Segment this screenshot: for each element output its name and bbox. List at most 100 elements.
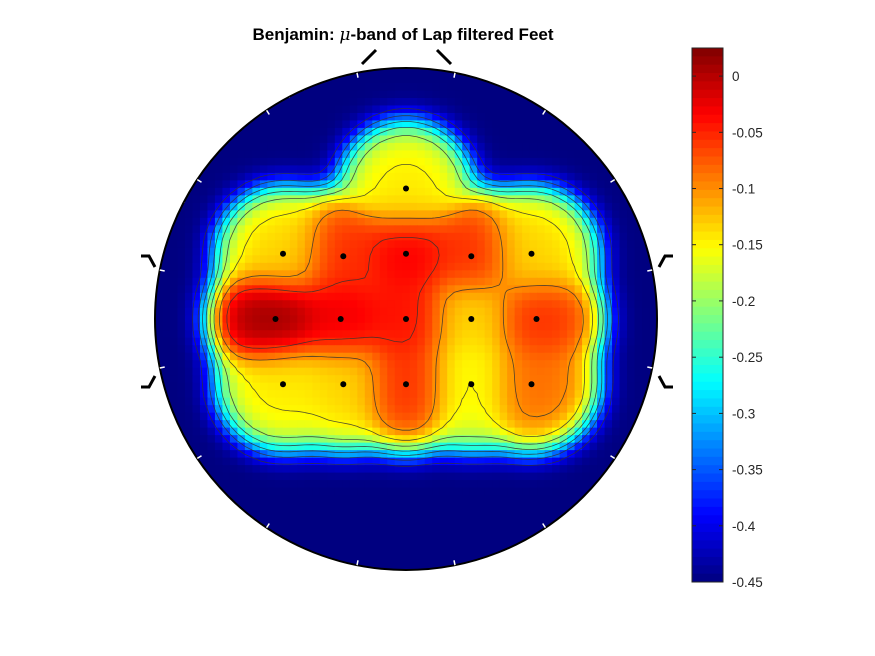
heatmap-cell xyxy=(589,427,598,436)
heatmap-cell xyxy=(492,405,501,414)
heatmap-cell xyxy=(372,210,381,219)
heatmap-cell xyxy=(334,247,343,256)
heatmap-cell xyxy=(499,495,508,504)
heatmap-cell xyxy=(544,472,553,481)
heatmap-cell xyxy=(507,165,516,174)
heatmap-cell xyxy=(417,322,426,331)
heatmap-cell xyxy=(274,517,283,526)
heatmap-cell xyxy=(304,270,313,279)
heatmap-cell xyxy=(289,427,298,436)
colorbar-swatch xyxy=(692,164,723,174)
heatmap-cell xyxy=(477,532,486,541)
heatmap-cell xyxy=(567,202,576,211)
heatmap-cell xyxy=(357,255,366,264)
heatmap-cell xyxy=(379,420,388,429)
heatmap-cell xyxy=(349,345,358,354)
heatmap-cell xyxy=(454,232,463,241)
heatmap-cell xyxy=(357,165,366,174)
heatmap-cell xyxy=(334,412,343,421)
heatmap-cell xyxy=(192,427,201,436)
heatmap-cell xyxy=(244,157,253,166)
heatmap-cell xyxy=(349,427,358,436)
heatmap-cell xyxy=(334,105,343,114)
heatmap-cell xyxy=(349,480,358,489)
heatmap-cell xyxy=(499,450,508,459)
heatmap-cell xyxy=(619,247,628,256)
heatmap-cell xyxy=(222,277,231,286)
heatmap-cell xyxy=(244,202,253,211)
heatmap-cell xyxy=(522,255,531,264)
heatmap-cell xyxy=(484,135,493,144)
heatmap-cell xyxy=(319,517,328,526)
heatmap-cell xyxy=(582,202,591,211)
heatmap-cell xyxy=(522,232,531,241)
heatmap-cell xyxy=(432,457,441,466)
heatmap-cell xyxy=(469,510,478,519)
heatmap-cell xyxy=(274,202,283,211)
heatmap-cell xyxy=(259,465,268,474)
heatmap-cell xyxy=(342,420,351,429)
heatmap-cell xyxy=(372,450,381,459)
heatmap-cell xyxy=(627,232,636,241)
heatmap-cell xyxy=(447,510,456,519)
heatmap-cell xyxy=(349,450,358,459)
heatmap-cell xyxy=(312,262,321,271)
heatmap-cell xyxy=(559,315,568,324)
heatmap-cell xyxy=(529,435,538,444)
heatmap-cell xyxy=(424,540,433,549)
heatmap-cell xyxy=(597,405,606,414)
heatmap-cell xyxy=(619,270,628,279)
heatmap-cell xyxy=(484,360,493,369)
heatmap-cell xyxy=(619,337,628,346)
heatmap-cell xyxy=(492,225,501,234)
heatmap-cell xyxy=(169,277,179,286)
heatmap-cell xyxy=(574,412,583,421)
heatmap-cell xyxy=(312,420,321,429)
heatmap-cell xyxy=(289,360,298,369)
heatmap-cell xyxy=(432,225,441,234)
heatmap-cell xyxy=(439,442,448,451)
heatmap-cell xyxy=(492,420,501,429)
heatmap-cell xyxy=(462,517,471,526)
heatmap-cell xyxy=(642,262,651,271)
heatmap-cell xyxy=(297,262,306,271)
heatmap-cell xyxy=(357,517,366,526)
heatmap-cell xyxy=(357,352,366,361)
heatmap-cell xyxy=(447,382,456,391)
heatmap-cell xyxy=(222,375,231,384)
heatmap-cell xyxy=(244,442,253,451)
heatmap-cell xyxy=(282,502,291,511)
heatmap-cell xyxy=(424,68,433,77)
heatmap-cell xyxy=(597,382,606,391)
heatmap-cell xyxy=(349,300,358,309)
heatmap-cell xyxy=(634,330,643,339)
heatmap-cell xyxy=(394,262,403,271)
heatmap-cell xyxy=(192,367,201,376)
heatmap-cell xyxy=(334,262,343,271)
heatmap-cell xyxy=(342,172,351,181)
heatmap-cell xyxy=(492,210,501,219)
heatmap-cell xyxy=(387,90,396,99)
heatmap-cell xyxy=(237,450,246,459)
contour-line xyxy=(213,164,593,441)
heatmap-cell xyxy=(319,480,328,489)
heatmap-cell xyxy=(357,457,366,466)
heatmap-cell xyxy=(574,457,583,466)
heatmap-cell xyxy=(619,255,628,264)
heatmap-cell xyxy=(207,457,216,466)
heatmap-cell xyxy=(544,360,553,369)
heatmap-cell xyxy=(567,502,576,511)
heatmap-cell xyxy=(454,135,463,144)
heatmap-cell xyxy=(319,525,328,534)
heatmap-cell xyxy=(582,375,591,384)
right-ear-bottom xyxy=(657,375,673,389)
heatmap-cell xyxy=(424,142,433,152)
heatmap-cell xyxy=(619,345,628,354)
heatmap-cell xyxy=(364,495,373,504)
heatmap-cell xyxy=(582,255,591,264)
heatmap-cell xyxy=(544,187,553,196)
heatmap-cell xyxy=(259,142,268,152)
heatmap-cell xyxy=(514,277,523,286)
heatmap-cell xyxy=(604,330,613,339)
heatmap-cell xyxy=(447,150,456,159)
